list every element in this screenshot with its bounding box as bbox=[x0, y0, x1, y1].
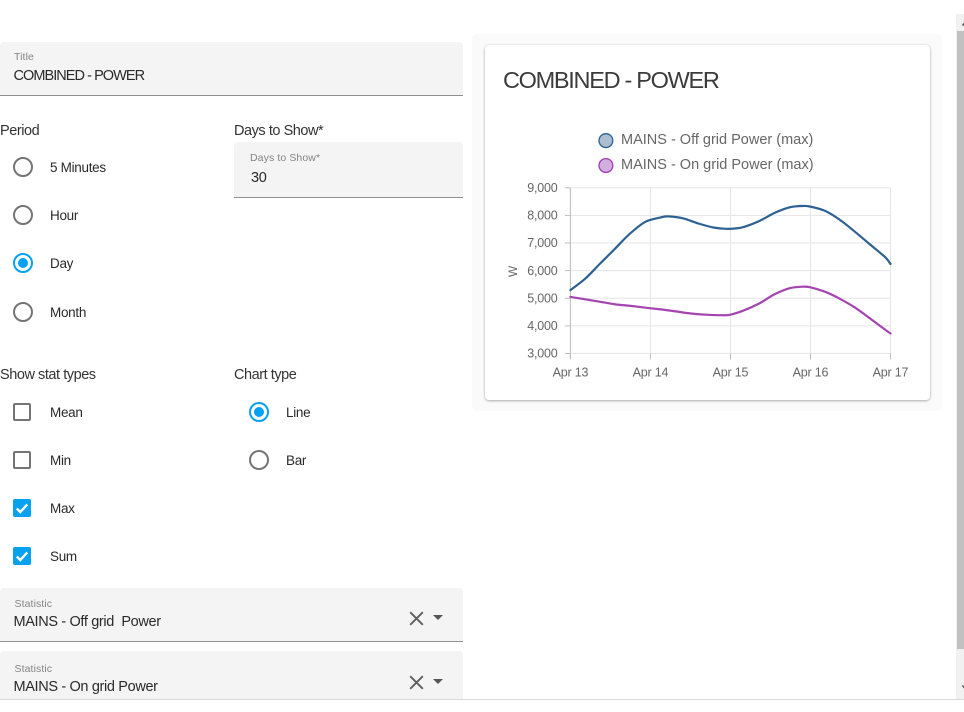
svg-text:7,000: 7,000 bbox=[527, 236, 558, 250]
svg-text:8,000: 8,000 bbox=[527, 209, 558, 223]
svg-text:Apr 15: Apr 15 bbox=[713, 365, 749, 379]
svg-text:4,000: 4,000 bbox=[527, 319, 558, 333]
svg-text:Apr 17: Apr 17 bbox=[873, 365, 909, 379]
svg-text:Apr 14: Apr 14 bbox=[633, 365, 669, 379]
svg-text:Apr 16: Apr 16 bbox=[793, 365, 829, 379]
svg-text:3,000: 3,000 bbox=[527, 347, 558, 361]
svg-text:6,000: 6,000 bbox=[527, 264, 558, 278]
svg-text:Apr 13: Apr 13 bbox=[553, 365, 589, 379]
svg-text:9,000: 9,000 bbox=[527, 181, 558, 195]
svg-text:5,000: 5,000 bbox=[527, 292, 558, 306]
svg-text:W: W bbox=[506, 265, 520, 277]
